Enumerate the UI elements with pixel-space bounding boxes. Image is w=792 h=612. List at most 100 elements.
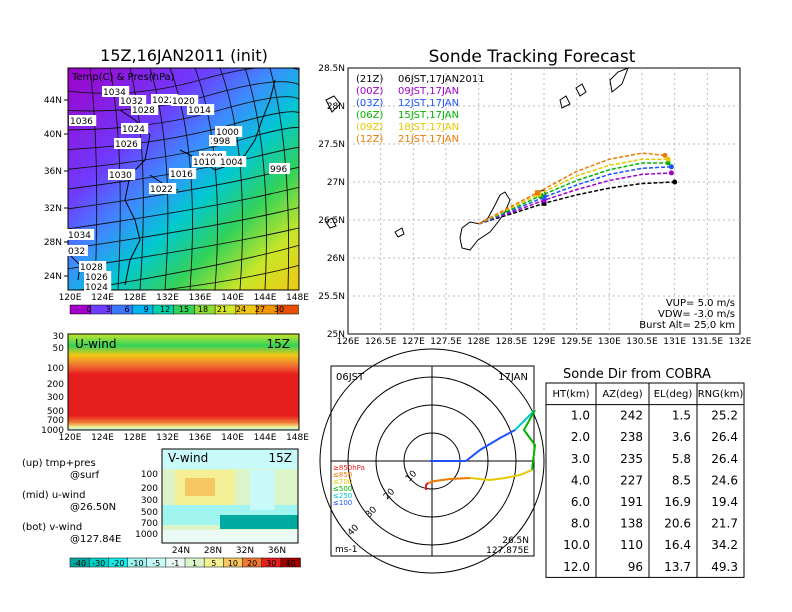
v-wind-x-label: 32N	[236, 546, 254, 556]
map-lon-label: 144E	[254, 293, 277, 303]
u-wind-x-label: 136E	[189, 433, 212, 443]
pressure-label-bg	[131, 104, 159, 115]
map-lon-label: 148E	[286, 293, 309, 303]
tracking-title: Sonde Tracking Forecast	[429, 47, 636, 67]
table-title: Sonde Dir from COBRA	[563, 367, 711, 382]
pressure-label: 032	[68, 247, 85, 257]
u-wind-time: 15Z	[267, 337, 291, 351]
tracking-lat-label: 25N	[327, 330, 345, 340]
pressure-label: 1022	[150, 185, 173, 195]
map-lat-label: 24N	[44, 272, 62, 282]
tracking-legend-code: (06Z)	[356, 110, 383, 121]
table-header-cell: AZ(deg)	[602, 389, 642, 400]
pressure-label: 998	[213, 137, 230, 147]
pressure-label: 1024	[122, 125, 145, 135]
trajectory-lines	[478, 152, 678, 225]
pressure-label-bg	[212, 135, 233, 146]
v-wind-y-label: 700	[141, 519, 158, 529]
wind-colorbar: -40 -30 -20 -10 -5 -1 1 5 10 20 30 40	[69, 557, 301, 568]
v-wind-y-label: 100	[141, 470, 158, 480]
pressure-level-entry: ≤700	[333, 478, 352, 486]
table-cell: 4.0	[571, 473, 590, 487]
tracking-lat-label: 27N	[327, 178, 345, 188]
u-wind-y-label: 500	[47, 407, 64, 417]
table-cell: 3.6	[672, 430, 691, 444]
table-cell: 6.0	[571, 495, 590, 509]
pressure-label-bg	[84, 281, 112, 292]
tracking-grid	[348, 68, 740, 334]
note-line1: (up) tmp+pres	[22, 458, 96, 469]
map-frame	[67, 67, 300, 291]
pressure-label-bg	[215, 126, 243, 137]
pressure-label-bg	[69, 115, 97, 126]
u-wind-y-label: 700	[47, 416, 64, 426]
table-cell: 96	[628, 560, 643, 574]
trajectory-burst-marker	[541, 197, 547, 203]
tracking-lon-label: 126.5E	[365, 337, 397, 347]
tracking-legend-code: (03Z)	[356, 98, 383, 109]
table-cell: 1.5	[672, 409, 691, 423]
tracking-lon-label: 128.5E	[496, 337, 528, 347]
colorbar-label: 9	[143, 305, 148, 314]
pressure-label-bg	[108, 169, 136, 180]
v-wind-frame	[161, 448, 299, 544]
trajectory-line	[478, 181, 675, 225]
tracking-lat-label: 28.5N	[318, 64, 345, 74]
tracking-legend-time: 21JST,17JAN	[398, 134, 459, 145]
pressure-label: 1004	[220, 158, 243, 168]
map-lon-label: 128E	[124, 293, 147, 303]
table-cell: 235	[620, 452, 643, 466]
pressure-label-bg	[149, 183, 177, 194]
map-lat-label: 44N	[44, 96, 62, 106]
wind-colorbar-swatch	[280, 557, 301, 568]
pressure-label-bg	[219, 156, 247, 167]
v-wind-title: V-wind	[168, 451, 208, 465]
colorbar-label: 24	[236, 305, 246, 314]
map-lon-label: 136E	[189, 293, 212, 303]
v-wind-time: 15Z	[269, 451, 293, 465]
tracking-lon-label: 128E	[467, 337, 490, 347]
tracking-lat-label: 27.5N	[318, 140, 345, 150]
note-line2: @127.84E	[70, 534, 121, 545]
pressure-label-bg	[84, 271, 112, 282]
launch-parameter: VUP= 5.0 m/s	[666, 298, 735, 309]
table-header-cell: HT(km)	[553, 389, 590, 400]
trajectory-line	[478, 162, 669, 225]
pressure-label: 1030	[109, 171, 132, 181]
v-wind-x-label: 28N	[204, 546, 222, 556]
tracking-lon-label: 131.5E	[692, 337, 724, 347]
u-wind-y-label: 50	[53, 344, 65, 354]
trajectory-end-marker	[665, 156, 671, 162]
table-cell: 10.0	[563, 538, 590, 552]
table-cell: 5.8	[672, 452, 691, 466]
tracking-lon-label: 129.5E	[561, 337, 593, 347]
trajectory-line	[478, 158, 669, 225]
map-lon-ticks: 120E 124E 128E 132E 136E 140E 144E 148E	[59, 293, 310, 303]
pressure-label-bg	[269, 163, 290, 174]
tracking-legend-time: 12JST,17JAN	[398, 98, 459, 109]
launch-parameter: Burst Alt= 25.0 km	[639, 320, 735, 331]
tracking-lat-ticks: 28.5N 28N 27.5N 27N 26.5N 26N 25.5N 25N	[318, 64, 345, 340]
tracking-legend-time: 18JST,17JAN	[398, 122, 459, 133]
trajectory-end-marker	[668, 170, 674, 176]
note-line2: @surf	[70, 470, 100, 481]
polar-rings	[319, 348, 545, 574]
trajectory-end-marker	[662, 152, 668, 158]
tracking-lat-label: 25.5N	[318, 292, 345, 302]
wind-colorbar-label: -10	[131, 559, 144, 568]
tracking-legend-code: (00Z)	[356, 86, 383, 97]
pressure-level-entry: ≤100	[333, 499, 352, 507]
note-line1: (bot) v-wind	[22, 522, 82, 533]
pressure-label-bg	[79, 261, 107, 272]
temperature-pressure-map: 15Z,16JAN2011 (init)	[44, 46, 310, 315]
temperature-colorbar: 0 3 6 9 12 15 18 21 24 27 30	[69, 304, 299, 315]
pressure-label-bg	[169, 168, 197, 179]
pressure-label: 1024	[85, 283, 108, 293]
table-cell: 242	[620, 409, 643, 423]
